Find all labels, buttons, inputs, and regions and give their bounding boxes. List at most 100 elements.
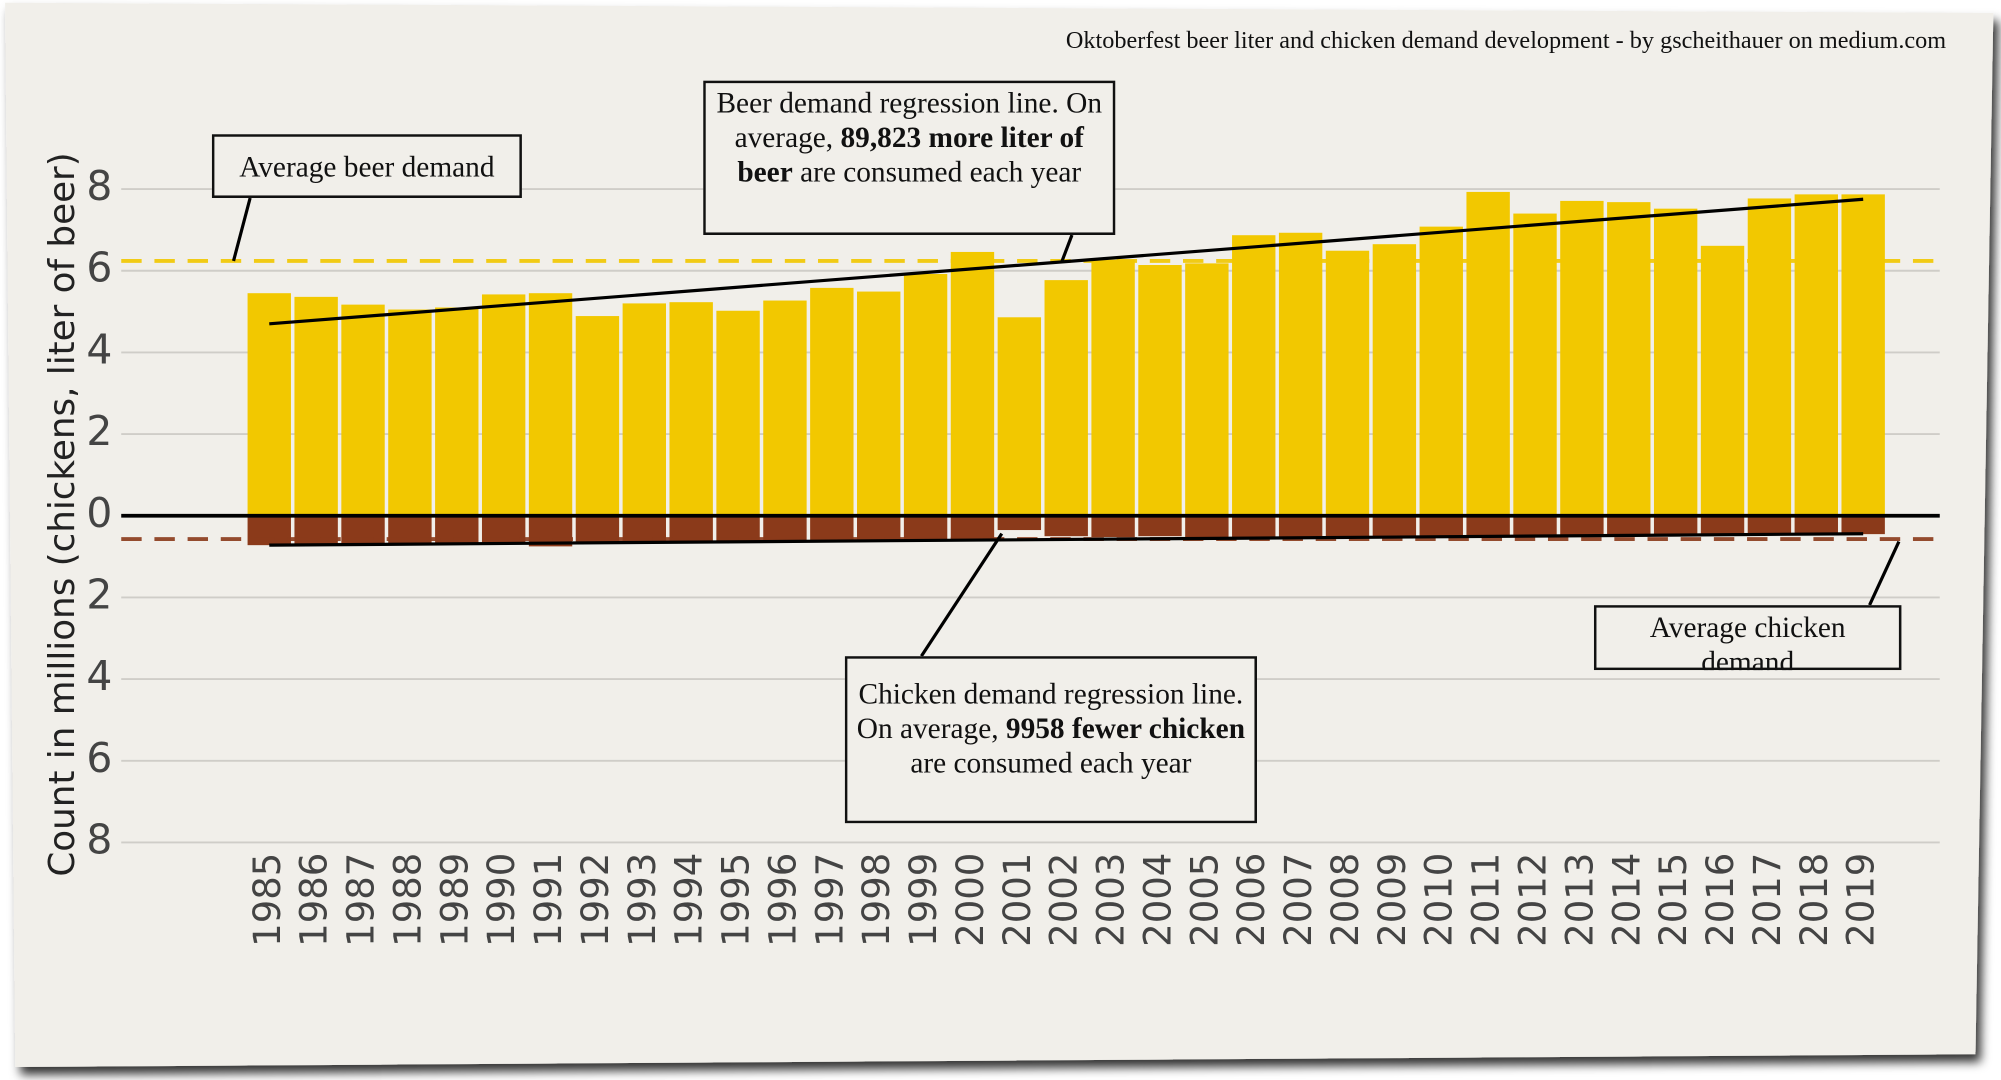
bar: [1278, 232, 1323, 516]
bar: [528, 293, 573, 516]
bar: [1794, 194, 1838, 516]
annotation-text: 89,823 more liter of beer: [737, 121, 1084, 188]
bar: [1138, 265, 1182, 516]
x-tick-label: 2012: [1512, 853, 1555, 947]
x-tick-label: 1988: [386, 853, 429, 947]
bar: [435, 307, 479, 516]
x-tick-label: 2002: [1043, 853, 1086, 947]
annotation: Average beer demand: [211, 134, 522, 198]
x-tick-label: 1986: [293, 853, 336, 947]
bar: [1841, 194, 1885, 516]
bar: [1185, 263, 1229, 516]
bar: [950, 515, 995, 541]
annotation-text: Chicken demand regression line. On avera…: [856, 677, 1244, 745]
y-tick-label: 8: [86, 162, 112, 210]
x-tick-label: 2008: [1324, 853, 1367, 947]
bar: [1419, 226, 1463, 516]
bar: [1607, 515, 1651, 535]
x-tick-label: 1997: [808, 853, 851, 947]
x-tick-label: 1989: [433, 853, 476, 947]
bar: [1325, 250, 1370, 516]
annotation: Beer demand regression line. On average,…: [703, 80, 1116, 236]
x-tick-label: 2014: [1605, 853, 1648, 947]
x-tick-label: 2015: [1652, 853, 1695, 947]
annotation-connector: [920, 532, 1004, 658]
annotation-box: Chicken demand regression line. On avera…: [844, 656, 1258, 824]
bar: [1653, 515, 1698, 535]
bar: [1794, 515, 1838, 535]
bar: [1653, 208, 1698, 516]
annotation-box: Average beer demand: [211, 134, 522, 198]
bar: [528, 515, 573, 547]
y-tick-label: 6: [86, 734, 112, 782]
bar: [1372, 244, 1417, 516]
bar: [1232, 235, 1276, 516]
bar: [388, 309, 432, 516]
bar: [575, 316, 620, 516]
x-tick-label: 1996: [761, 853, 804, 947]
x-tick-label: 2013: [1558, 853, 1601, 947]
annotation: Chicken demand regression line. On avera…: [844, 656, 1258, 824]
bar: [1747, 198, 1792, 516]
y-axis-title: Count in millions (chickens, liter of be…: [42, 152, 83, 876]
annotation-text: Beer demand regression line. On average,: [716, 86, 1103, 154]
x-tick-label: 1990: [480, 853, 523, 947]
bar: [1419, 515, 1463, 537]
bar: [1372, 515, 1417, 537]
bar: [857, 515, 901, 542]
bar: [622, 303, 666, 516]
bar: [857, 291, 901, 516]
bar: [1278, 515, 1323, 539]
x-tick-label: 2000: [949, 853, 992, 947]
bar: [1185, 515, 1229, 537]
x-tick-label: 1998: [855, 853, 898, 947]
bar: [997, 317, 1042, 516]
trend-line: [269, 197, 1864, 326]
bar: [481, 294, 526, 516]
bar: [997, 515, 1042, 531]
annotation-text: are consumed each year: [910, 746, 1192, 779]
annotation-connector: [1868, 540, 1901, 606]
x-tick-label: 2005: [1183, 853, 1226, 947]
x-tick-label: 1999: [902, 853, 945, 947]
bar: [1841, 515, 1885, 535]
annotation-box: Average chicken demand: [1593, 605, 1902, 671]
x-tick-label: 2007: [1277, 853, 1320, 947]
x-tick-label: 2009: [1371, 853, 1414, 947]
x-tick-label: 1991: [527, 853, 570, 947]
y-tick-label: 2: [86, 570, 112, 618]
x-tick-label: 1987: [340, 853, 383, 947]
bar: [810, 287, 854, 516]
bar: [1466, 515, 1510, 537]
bar: [341, 304, 385, 516]
annotation-box: Beer demand regression line. On average,…: [703, 80, 1116, 236]
annotation-text: Average chicken demand: [1649, 611, 1846, 671]
bar: [903, 515, 948, 541]
annotation-text: 9958 fewer chicken: [1005, 712, 1246, 745]
bar: [1747, 515, 1792, 535]
bar: [669, 302, 713, 516]
bar: [1466, 191, 1510, 516]
y-tick-label: 6: [86, 244, 112, 292]
x-tick-label: 2001: [996, 853, 1039, 947]
y-tick-label: 4: [86, 325, 112, 373]
bar: [1091, 515, 1135, 537]
x-tick-label: 2019: [1840, 853, 1883, 947]
bar: [1607, 202, 1651, 516]
x-tick-label: 2017: [1746, 853, 1789, 947]
bar: [763, 300, 807, 516]
bar: [1044, 280, 1088, 516]
x-tick-label: 2011: [1465, 853, 1508, 947]
x-tick-label: 1992: [574, 853, 617, 947]
annotation-connector: [231, 197, 252, 262]
x-tick-label: 1985: [246, 853, 289, 947]
bar: [1138, 515, 1182, 537]
bar: [716, 515, 760, 542]
x-tick-label: 2003: [1090, 853, 1133, 947]
bar: [1560, 515, 1604, 535]
bar: [1513, 515, 1557, 535]
bar: [294, 296, 338, 516]
x-tick-label: 2010: [1418, 853, 1461, 947]
bar: [716, 310, 760, 516]
